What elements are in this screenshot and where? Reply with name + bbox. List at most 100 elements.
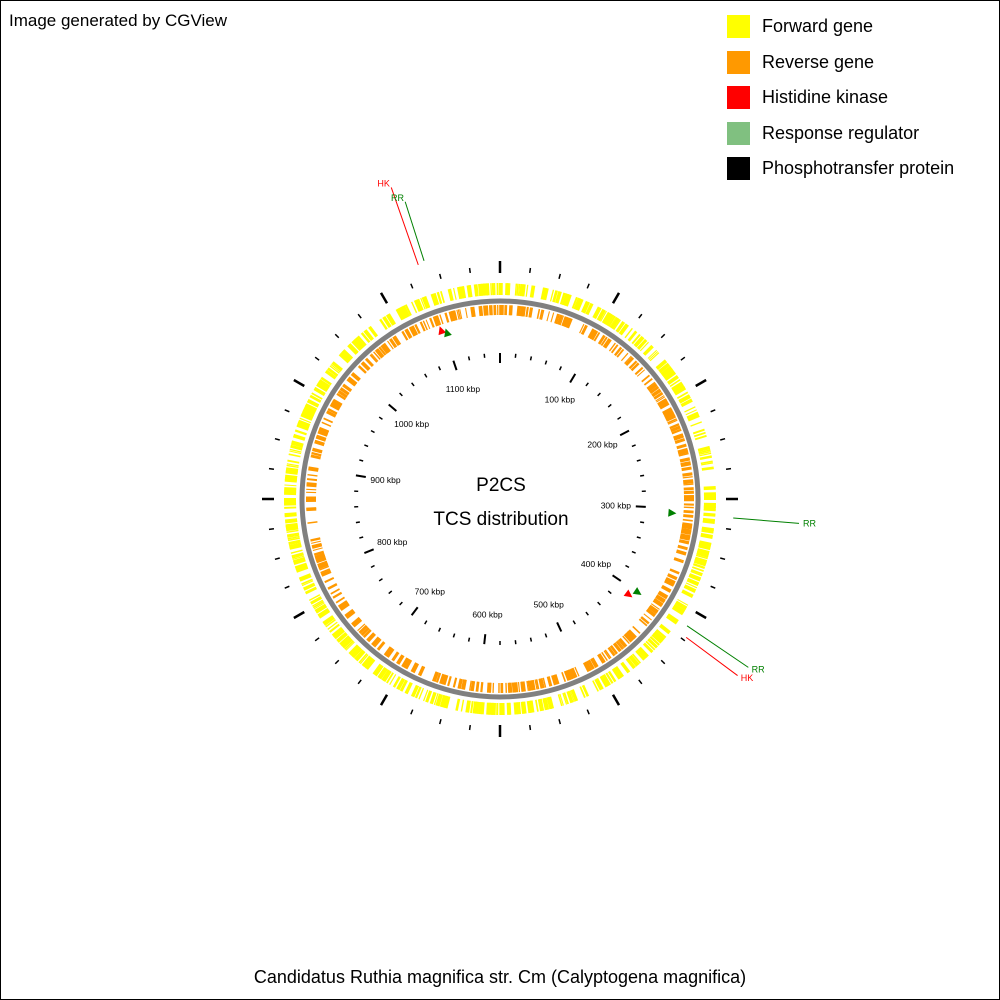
forward-gene bbox=[672, 384, 685, 393]
inner-minor-tick bbox=[399, 601, 403, 606]
reverse-gene bbox=[374, 638, 382, 648]
forward-gene bbox=[299, 417, 312, 424]
reverse-gene bbox=[514, 682, 519, 693]
forward-gene bbox=[401, 305, 410, 318]
reverse-gene bbox=[308, 467, 319, 472]
forward-gene bbox=[291, 552, 304, 558]
forward-gene bbox=[429, 691, 437, 705]
reverse-gene bbox=[329, 404, 340, 411]
legend-label-response-regulator: Response regulator bbox=[762, 122, 920, 143]
tick-label: 800 kbp bbox=[377, 537, 408, 547]
tcs-marker-rr bbox=[444, 328, 452, 338]
forward-gene bbox=[660, 365, 672, 375]
forward-gene bbox=[285, 469, 298, 473]
forward-gene bbox=[356, 336, 366, 347]
reverse-gene bbox=[310, 537, 321, 542]
forward-gene bbox=[674, 602, 686, 611]
legend-swatch-histidine-kinase bbox=[727, 86, 750, 110]
tick-label: 900 kbp bbox=[370, 475, 401, 485]
forward-gene bbox=[642, 642, 654, 654]
forward-gene bbox=[681, 589, 694, 599]
legend-item-histidine-kinase: Histidine kinase bbox=[727, 80, 954, 116]
reverse-gene bbox=[383, 646, 393, 657]
reverse-gene bbox=[439, 673, 446, 685]
forward-gene bbox=[447, 288, 453, 302]
forward-gene bbox=[609, 316, 617, 328]
inner-minor-tick bbox=[597, 392, 601, 397]
outer-minor-tick bbox=[660, 333, 666, 339]
forward-gene bbox=[677, 598, 689, 606]
forward-gene bbox=[284, 512, 297, 516]
legend-label-reverse-gene: Reverse gene bbox=[762, 51, 875, 72]
forward-gene bbox=[314, 604, 327, 614]
forward-gene bbox=[624, 327, 633, 339]
forward-gene bbox=[651, 633, 663, 644]
reverse-gene bbox=[683, 479, 694, 482]
reverse-gene bbox=[351, 616, 361, 625]
forward-gene bbox=[285, 467, 299, 472]
reverse-gene bbox=[604, 649, 612, 659]
forward-gene bbox=[703, 488, 716, 491]
forward-gene bbox=[482, 283, 487, 296]
forward-gene bbox=[604, 313, 614, 326]
reverse-gene bbox=[655, 395, 665, 402]
forward-gene bbox=[287, 537, 300, 542]
forward-gene bbox=[294, 562, 307, 569]
forward-gene bbox=[690, 421, 703, 427]
forward-gene bbox=[647, 349, 657, 359]
outer-minor-tick bbox=[558, 273, 562, 279]
reverse-gene bbox=[638, 618, 648, 627]
forward-gene bbox=[692, 428, 705, 435]
outer-minor-tick bbox=[529, 724, 532, 731]
tcs-callout-line bbox=[390, 187, 419, 266]
forward-gene bbox=[686, 411, 699, 419]
outer-minor-tick bbox=[268, 467, 275, 470]
forward-gene bbox=[293, 557, 306, 565]
forward-gene bbox=[508, 283, 511, 296]
outer-minor-tick bbox=[660, 659, 666, 665]
forward-gene bbox=[631, 333, 641, 345]
forward-gene bbox=[438, 694, 443, 707]
reverse-gene bbox=[568, 668, 575, 680]
inner-minor-tick bbox=[364, 444, 369, 448]
reverse-gene bbox=[561, 316, 568, 327]
reverse-gene bbox=[419, 666, 426, 677]
reverse-gene bbox=[680, 533, 691, 539]
forward-gene bbox=[653, 630, 665, 642]
forward-gene bbox=[628, 656, 638, 667]
reverse-gene bbox=[671, 428, 682, 435]
forward-gene bbox=[353, 338, 364, 350]
forward-gene bbox=[635, 337, 645, 348]
forward-gene bbox=[284, 518, 298, 523]
reverse-gene bbox=[664, 411, 674, 418]
reverse-gene bbox=[590, 330, 599, 341]
forward-gene bbox=[332, 361, 343, 371]
reverse-gene bbox=[674, 437, 686, 444]
inner-minor-tick bbox=[438, 366, 442, 371]
reverse-gene bbox=[339, 387, 350, 396]
forward-gene bbox=[288, 539, 301, 546]
reverse-gene bbox=[396, 654, 404, 665]
reverse-gene bbox=[402, 658, 410, 668]
reverse-gene bbox=[352, 372, 361, 380]
forward-gene bbox=[340, 636, 351, 647]
forward-gene bbox=[338, 353, 349, 364]
reverse-gene bbox=[677, 449, 689, 455]
reverse-gene bbox=[584, 660, 593, 672]
forward-gene bbox=[364, 658, 374, 669]
reverse-gene bbox=[674, 557, 685, 562]
reverse-gene bbox=[391, 651, 399, 661]
inner-minor-tick bbox=[399, 392, 403, 397]
forward-gene bbox=[676, 391, 689, 399]
reverse-gene bbox=[616, 348, 625, 358]
reverse-gene bbox=[681, 525, 693, 530]
reverse-gene bbox=[667, 419, 678, 425]
reverse-gene bbox=[564, 670, 571, 681]
forward-gene bbox=[684, 584, 697, 593]
forward-gene bbox=[324, 369, 337, 380]
reverse-gene bbox=[464, 307, 468, 319]
reverse-gene bbox=[647, 605, 658, 615]
forward-gene bbox=[698, 541, 712, 548]
forward-gene bbox=[668, 613, 679, 622]
reverse-gene bbox=[378, 346, 387, 356]
